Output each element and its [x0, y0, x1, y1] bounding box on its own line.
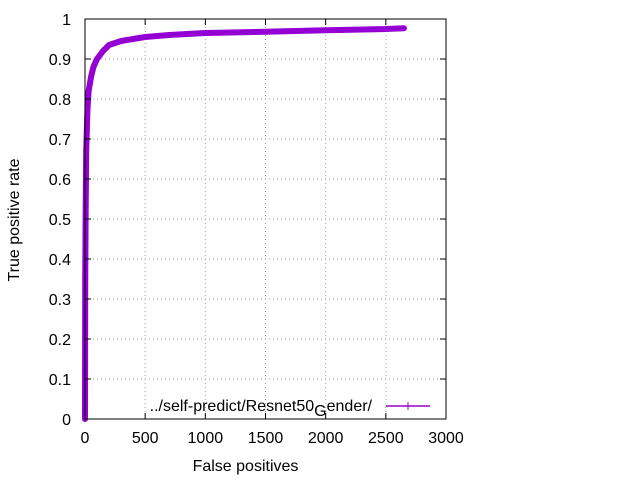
- y-tick-label: 0.6: [49, 172, 71, 189]
- grid-layer: [85, 19, 446, 419]
- legend: ../self-predict/Resnet50Gender/: [150, 398, 430, 420]
- x-tick-label: 1500: [248, 430, 284, 447]
- y-tick-label: 0.8: [49, 92, 71, 109]
- y-tick-label: 0.2: [49, 332, 71, 349]
- x-tick-label: 0: [81, 430, 90, 447]
- legend-label-tail: ender/: [327, 398, 373, 415]
- x-axis-title: False positives: [193, 458, 299, 475]
- y-tick-label: 0.4: [49, 252, 71, 269]
- legend-label-subscript: G: [314, 403, 326, 420]
- y-tick-label: 0.5: [49, 212, 71, 229]
- y-tick-label: 0.9: [49, 52, 71, 69]
- x-tick-label: 2500: [368, 430, 404, 447]
- x-tick-label: 3000: [428, 430, 464, 447]
- series-line: [82, 25, 407, 422]
- y-tick-label: 1: [62, 12, 71, 29]
- x-tick-label: 1000: [188, 430, 224, 447]
- y-tick-label: 0.3: [49, 292, 71, 309]
- x-tick-label: 2000: [308, 430, 344, 447]
- y-tick-label: 0.7: [49, 132, 71, 149]
- y-axis-title: True positive rate: [6, 158, 23, 281]
- legend-label: ../self-predict/Resnet50Gender/: [150, 398, 373, 420]
- tick-layer: 0 500 1000 1500 2000 2500 3000 0 0.1 0.2 0.3 0.4 0.5…: [49, 12, 464, 447]
- series-layer: [82, 25, 407, 422]
- y-tick-label: 0: [62, 412, 71, 429]
- legend-label-main: ../self-predict/Resnet50: [150, 398, 315, 415]
- x-tick-label: 500: [132, 430, 159, 447]
- y-tick-label: 0.1: [49, 372, 71, 389]
